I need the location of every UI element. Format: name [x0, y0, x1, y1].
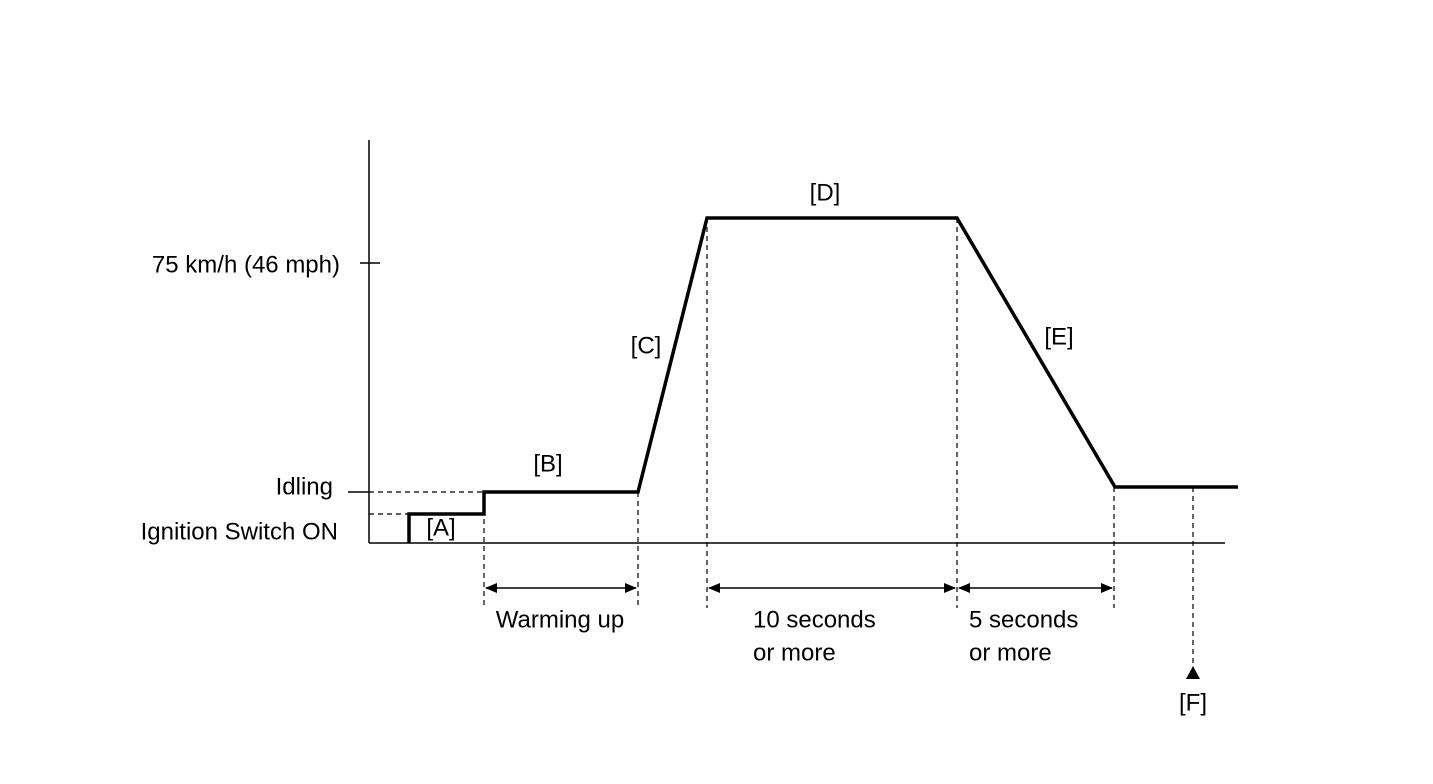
ignition-label: Ignition Switch ON [141, 518, 338, 545]
idling-label: Idling [276, 473, 333, 500]
stage-label: [E] [1044, 323, 1073, 350]
speed-profile [407, 216, 1238, 543]
duration-label: 5 seconds [969, 606, 1078, 633]
speed-label: 75 km/h (46 mph) [152, 251, 340, 278]
duration-label: 10 seconds [753, 606, 876, 633]
stage-label: [D] [810, 179, 841, 206]
stage-label: [F] [1179, 689, 1207, 716]
axes [348, 140, 1225, 544]
stage-label: [C] [631, 332, 662, 359]
stage-label: [B] [533, 450, 562, 477]
duration-label: or more [753, 639, 836, 666]
stage-label: [A] [426, 514, 455, 541]
duration-label: Warming up [496, 606, 624, 633]
duration-label: or more [969, 639, 1052, 666]
